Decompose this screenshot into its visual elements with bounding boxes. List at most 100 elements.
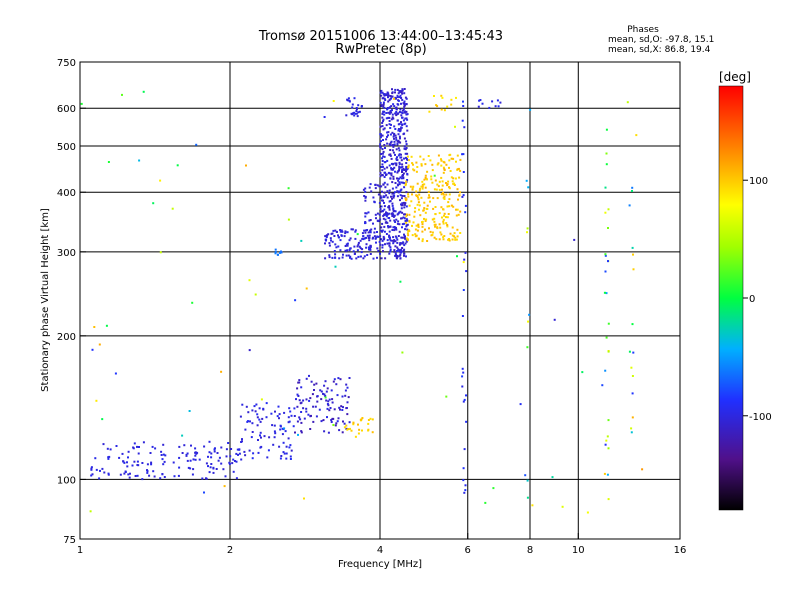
data-point	[373, 200, 376, 203]
data-point	[232, 458, 235, 461]
data-point	[328, 409, 331, 412]
data-point	[369, 417, 372, 420]
data-point	[400, 177, 403, 180]
data-point	[401, 116, 404, 119]
data-point	[459, 158, 462, 161]
data-point	[390, 162, 393, 165]
data-point	[604, 270, 607, 273]
data-point	[210, 463, 213, 465]
data-point	[343, 235, 346, 238]
data-point	[376, 219, 379, 222]
data-point	[415, 234, 418, 237]
data-point	[436, 227, 439, 230]
data-point	[138, 159, 141, 162]
data-point	[379, 172, 382, 175]
data-point	[398, 183, 401, 186]
data-point	[323, 384, 326, 387]
x-tick-label: 2	[227, 545, 233, 556]
data-point	[397, 147, 400, 150]
data-point	[279, 424, 282, 427]
data-point	[272, 443, 275, 446]
data-point	[372, 257, 375, 260]
data-point	[192, 468, 195, 471]
data-point	[400, 111, 403, 114]
data-point	[526, 231, 528, 234]
data-point	[389, 250, 392, 253]
data-point	[341, 395, 344, 398]
data-point	[331, 401, 334, 404]
data-point	[416, 166, 419, 168]
data-point	[296, 405, 299, 408]
data-point	[332, 229, 335, 232]
data-point	[148, 474, 151, 477]
data-point	[420, 163, 423, 166]
data-point	[342, 406, 344, 409]
data-point	[432, 197, 435, 200]
data-point	[295, 398, 297, 401]
data-point	[411, 224, 413, 227]
data-point	[274, 410, 276, 413]
data-point	[421, 220, 424, 223]
data-point	[424, 176, 427, 179]
data-point	[492, 487, 495, 490]
data-point	[387, 171, 390, 174]
data-point	[297, 433, 299, 436]
data-point	[405, 221, 408, 224]
data-point	[403, 213, 405, 216]
data-point	[399, 257, 402, 260]
data-point	[422, 209, 425, 212]
data-point	[403, 123, 406, 126]
data-point	[194, 447, 197, 450]
data-point	[337, 234, 339, 237]
data-point	[339, 378, 342, 381]
data-point	[369, 219, 372, 221]
data-point	[433, 188, 436, 191]
data-point	[382, 235, 385, 238]
data-point	[123, 472, 126, 475]
data-point	[406, 223, 409, 226]
data-point	[320, 398, 323, 401]
data-point	[406, 219, 409, 222]
data-point	[248, 349, 251, 352]
data-point	[153, 475, 156, 478]
data-point	[358, 110, 361, 113]
data-point	[367, 428, 370, 431]
data-point	[419, 214, 422, 217]
data-point	[114, 372, 117, 375]
data-point	[439, 226, 442, 229]
data-point	[395, 106, 398, 109]
data-point	[424, 219, 427, 222]
data-point	[389, 109, 392, 112]
data-point	[394, 252, 397, 255]
data-point	[402, 172, 405, 175]
data-point	[336, 394, 339, 397]
data-point	[456, 235, 459, 238]
data-point	[220, 462, 223, 465]
data-point	[607, 350, 610, 353]
data-point	[398, 190, 401, 193]
data-point	[459, 232, 462, 234]
data-point	[380, 140, 382, 143]
data-point	[397, 92, 400, 95]
data-point	[433, 217, 436, 220]
data-point	[402, 241, 405, 244]
colorbar-ticks: -100 0 100	[743, 176, 772, 423]
data-point	[288, 420, 291, 423]
data-point	[124, 471, 127, 473]
data-point	[362, 188, 365, 191]
data-point	[399, 242, 402, 245]
data-point	[278, 413, 281, 416]
data-point	[437, 185, 440, 188]
data-point	[372, 222, 374, 225]
data-point	[402, 109, 404, 112]
data-point	[463, 491, 466, 494]
data-point	[360, 418, 363, 421]
data-point	[300, 401, 303, 404]
data-point	[395, 186, 398, 189]
data-point	[581, 371, 584, 374]
data-point	[391, 229, 394, 231]
data-point	[457, 198, 459, 201]
data-point	[398, 96, 401, 99]
data-point	[462, 289, 465, 291]
data-point	[396, 142, 399, 145]
